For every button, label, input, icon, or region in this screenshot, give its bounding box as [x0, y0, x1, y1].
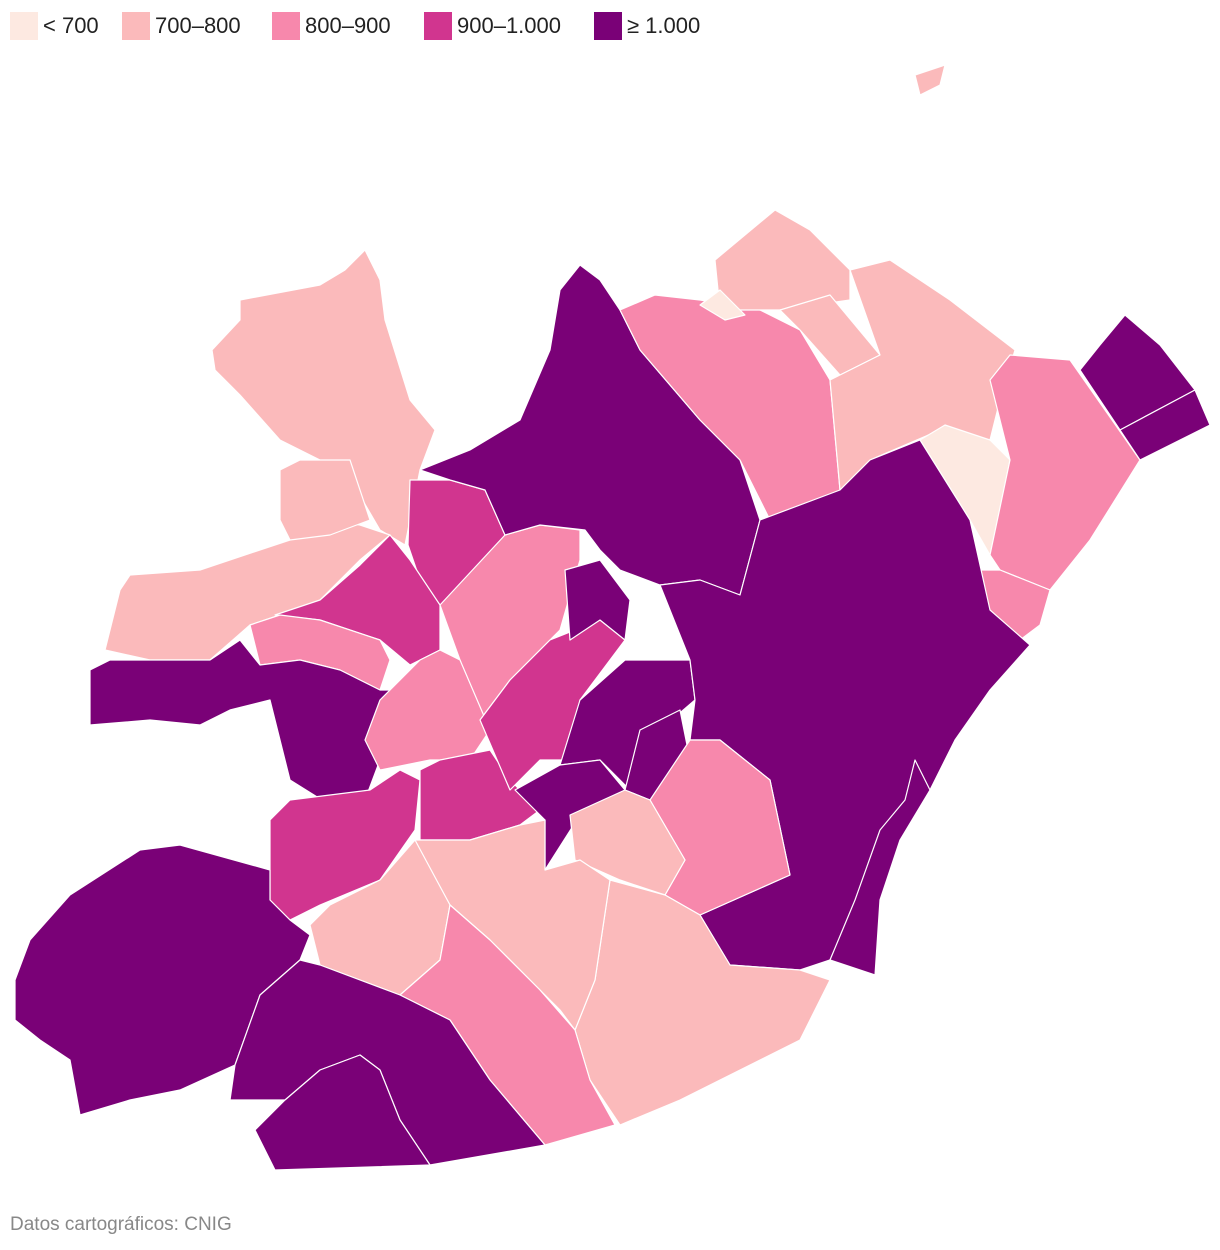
source-note: Datos cartográficos: CNIG: [10, 1214, 232, 1235]
legend-label: 900–1.000: [457, 13, 561, 38]
region: [914, 64, 946, 96]
region: [479, 619, 626, 791]
legend-swatch: [424, 12, 452, 40]
legend-swatch: [594, 12, 622, 40]
legend-label: ≥ 1.000: [627, 13, 700, 38]
region: [829, 759, 931, 976]
region: [699, 289, 746, 321]
region: [211, 249, 436, 546]
legend-label: 700–800: [155, 13, 241, 38]
legend-swatch: [272, 12, 300, 40]
legend-swatch: [122, 12, 150, 40]
legend-swatch: [10, 12, 38, 40]
region: [254, 1054, 431, 1171]
map: [14, 64, 1211, 1171]
region: [989, 354, 1141, 591]
region: [1119, 389, 1211, 461]
legend-label: < 700: [43, 13, 99, 38]
legend-label: 800–900: [305, 13, 391, 38]
region: [364, 649, 491, 771]
legend: < 700 700–800 800–900 900–1.000 ≥ 1.000: [10, 12, 700, 40]
region: [564, 559, 631, 641]
region: [279, 459, 371, 541]
